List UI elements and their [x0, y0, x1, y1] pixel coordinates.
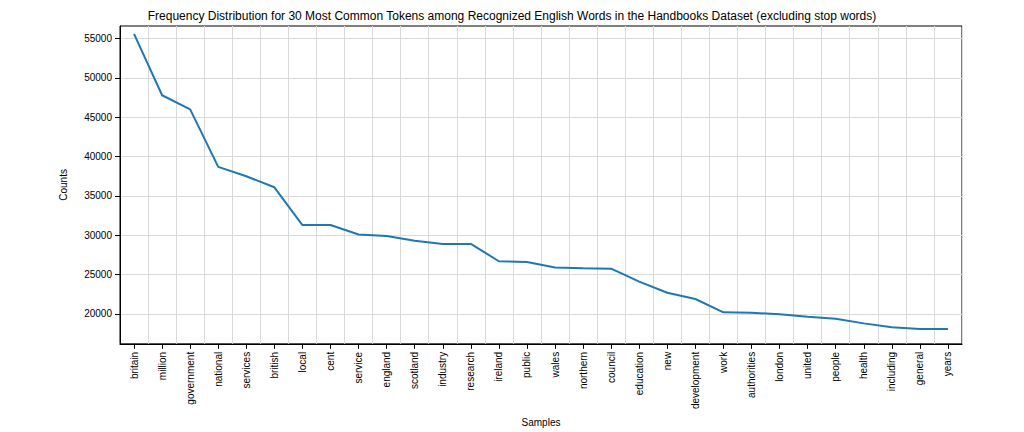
- svg-text:service: service: [353, 351, 364, 383]
- svg-text:british: british: [269, 352, 280, 379]
- svg-text:authorities: authorities: [746, 352, 757, 398]
- svg-text:services: services: [241, 352, 252, 389]
- svg-text:national: national: [213, 352, 224, 387]
- svg-text:scotland: scotland: [409, 352, 420, 389]
- svg-text:ireland: ireland: [493, 352, 504, 382]
- svg-text:30000: 30000: [84, 230, 112, 241]
- svg-text:england: england: [381, 352, 392, 388]
- svg-text:public: public: [521, 352, 532, 378]
- svg-text:million: million: [157, 352, 168, 380]
- svg-text:britain: britain: [129, 352, 140, 379]
- svg-text:Samples: Samples: [522, 417, 561, 428]
- svg-text:new: new: [662, 351, 673, 370]
- svg-text:55000: 55000: [84, 33, 112, 44]
- svg-text:general: general: [914, 352, 925, 385]
- svg-text:health: health: [858, 352, 869, 379]
- svg-text:Frequency Distribution for 30: Frequency Distribution for 30 Most Commo…: [148, 9, 877, 23]
- svg-text:government: government: [185, 352, 196, 405]
- svg-text:people: people: [830, 351, 841, 381]
- svg-text:Counts: Counts: [58, 169, 69, 201]
- svg-text:research: research: [465, 352, 476, 391]
- svg-text:work: work: [718, 351, 729, 374]
- svg-text:northern: northern: [578, 352, 589, 389]
- svg-text:wales: wales: [550, 352, 561, 379]
- svg-text:local: local: [297, 352, 308, 373]
- svg-text:20000: 20000: [84, 308, 112, 319]
- svg-text:40000: 40000: [84, 151, 112, 162]
- svg-text:london: london: [774, 352, 785, 382]
- svg-text:cent: cent: [325, 352, 336, 371]
- svg-text:industry: industry: [437, 352, 448, 387]
- svg-text:years: years: [942, 352, 953, 376]
- svg-text:council: council: [606, 352, 617, 383]
- svg-text:development: development: [690, 352, 701, 409]
- svg-text:50000: 50000: [84, 72, 112, 83]
- svg-text:education: education: [634, 352, 645, 395]
- svg-text:including: including: [886, 352, 897, 391]
- svg-text:25000: 25000: [84, 269, 112, 280]
- svg-text:45000: 45000: [84, 112, 112, 123]
- svg-text:united: united: [802, 352, 813, 379]
- svg-text:35000: 35000: [84, 190, 112, 201]
